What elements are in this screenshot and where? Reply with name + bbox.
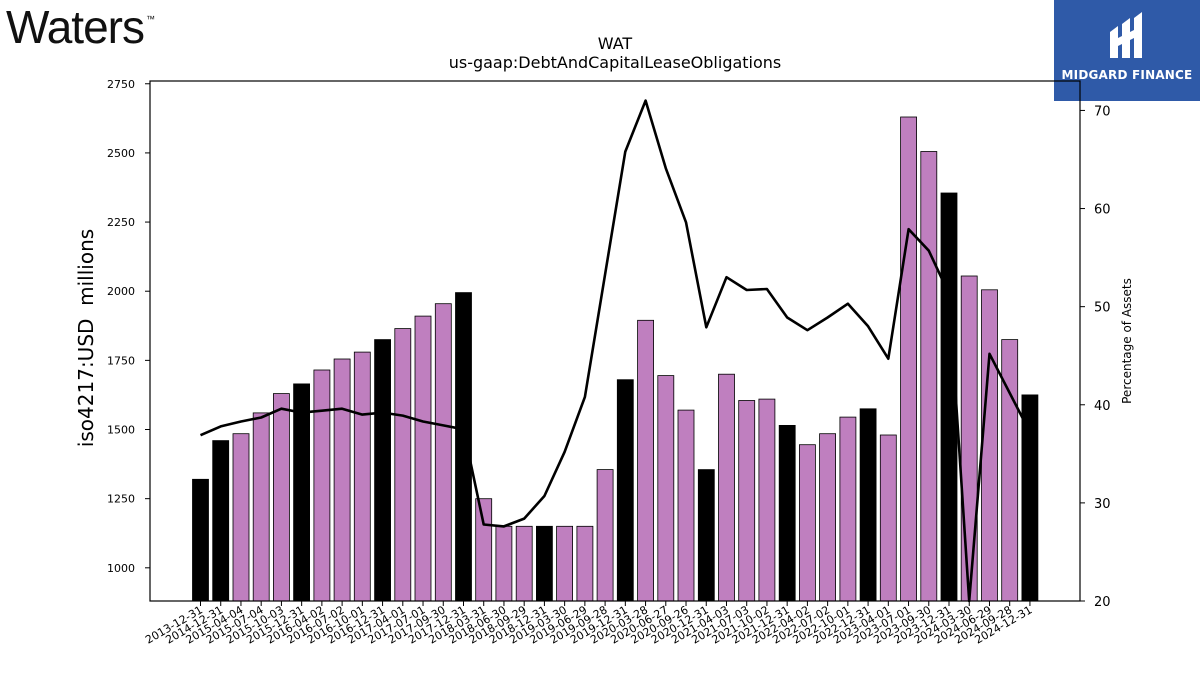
y-tick-label: 2000 [107,285,135,298]
bar-2022-07-02 [819,433,836,602]
y-tick-label: 1750 [107,354,135,367]
bar-2024-06-29 [981,289,998,602]
bar-2019-09-28 [596,469,614,602]
chart-title: WAT [598,34,633,53]
bar-2021-04-03 [718,373,735,602]
bar-2019-12-31 [616,379,634,602]
plot-frame [149,80,1081,602]
bar-2021-10-02 [758,398,776,602]
chart-subtitle: us-gaap:DebtAndCapitalLeaseObligations [449,53,782,72]
y-left-axis: 1000 1250 1500 1750 2000 2250 2500 2750 [107,78,150,575]
y2-tick-label: 30 [1094,497,1111,512]
y-tick-label: 2750 [107,78,135,91]
bar-2024-12-31 [1021,394,1039,602]
bar-2017-12-31 [455,292,472,602]
bar-2018-06-30 [495,525,513,602]
y2-tick-label: 60 [1094,203,1111,218]
bar-2019-06-29 [576,525,594,602]
y2-tick-label: 40 [1094,399,1111,414]
bar-2020-09-26 [677,409,695,602]
bar-2016-12-31 [374,339,392,602]
midgard-finance-badge: MIDGARD FINANCE [1054,0,1200,101]
line-layer [199,99,1032,603]
y-tick-label: 1250 [107,493,135,506]
midgard-logo-icon [1110,12,1142,58]
bar-2022-12-31 [859,408,877,602]
y-tick-label: 2250 [107,216,135,229]
y-right-axis: 20 30 40 50 60 70 [1080,104,1111,610]
bar-2018-12-31 [536,525,553,602]
bar-2016-07-02 [333,358,351,602]
bar-2018-09-29 [515,525,533,602]
bar-2024-03-30 [960,275,978,602]
bar-2021-12-31 [778,424,796,602]
bar-2021-07-03 [738,400,756,602]
bar-2015-10-03 [272,393,290,602]
bar-2023-04-01 [879,434,897,602]
bar-2018-03-31 [475,498,493,602]
percentage-line [199,99,1032,603]
bar-2020-06-27 [657,375,675,602]
bar-2023-09-30 [920,151,938,602]
y2-axis-label: Percentage of Assets [1120,278,1134,404]
y-tick-label: 2500 [107,147,135,160]
x-axis: 2013-12-312014-12-312015-04-042015-07-04… [143,601,1034,647]
y2-tick-label: 50 [1094,301,1111,316]
bar-2017-07-01 [414,315,432,602]
bar-2020-12-31 [697,469,715,602]
bar-2020-03-28 [637,319,654,602]
bar-2019-03-30 [556,525,573,602]
badge-label: MIDGARD FINANCE [1061,68,1193,82]
bar-2022-10-01 [839,416,857,602]
brand-name: Waters [6,1,145,53]
bar-2015-04-04 [232,433,250,602]
bar-2016-10-01 [353,351,371,602]
bar-2017-04-01 [394,328,412,602]
brand-logo: Waters ™ [6,0,155,54]
bar-2015-07-04 [252,412,270,602]
bar-2023-07-01 [900,116,917,602]
bar-2013-12-31 [192,478,209,602]
y-axis-label: iso4217:USD millions [74,229,98,447]
trademark-mark: ™ [145,14,155,24]
bar-2024-09-28 [1001,339,1019,602]
bar-2017-09-30 [434,303,452,602]
bar-2014-12-31 [212,440,230,602]
y2-tick-label: 20 [1094,595,1111,610]
bar-layer [192,116,1039,602]
bar-2016-04-02 [313,369,331,602]
bar-2015-12-31 [293,383,311,602]
y-tick-label: 1500 [107,424,135,437]
bar-2022-04-02 [799,444,816,602]
y-tick-label: 1000 [107,562,135,575]
y2-tick-label: 70 [1094,104,1111,119]
